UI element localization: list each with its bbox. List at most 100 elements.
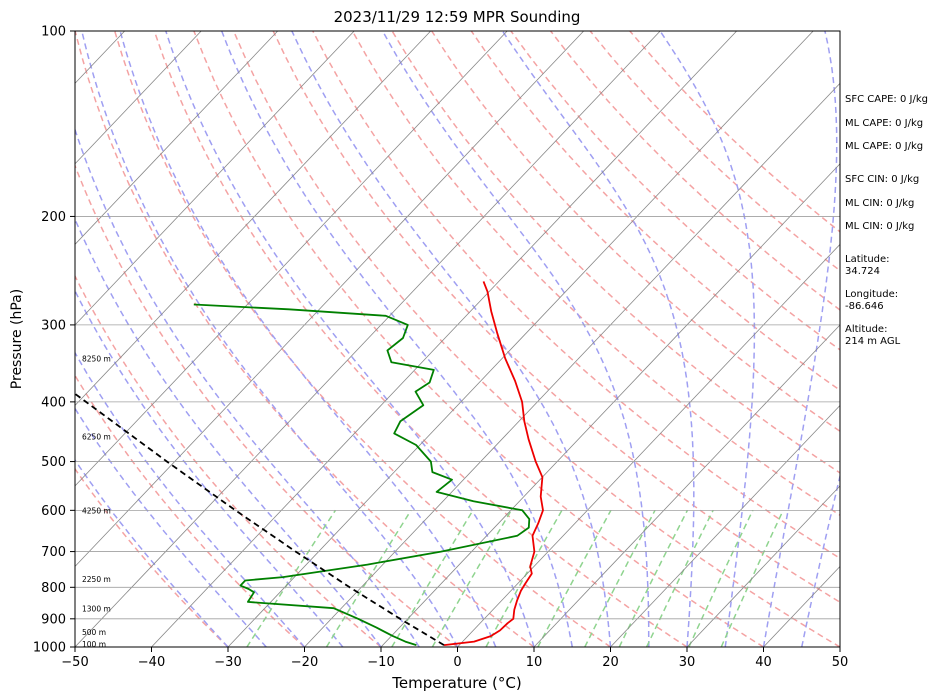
x-tick-label: 40 <box>755 655 772 670</box>
y-tick-label: 300 <box>41 318 66 333</box>
mixing-ratio-line <box>485 509 563 647</box>
plot-area <box>75 31 840 647</box>
dry-adiabat-line <box>75 467 229 647</box>
moist-adiabat-line <box>501 31 695 647</box>
height-label: 1300 m <box>82 605 111 614</box>
y-axis-label: Pressure (hPa) <box>9 289 25 389</box>
isotherm-line <box>75 31 508 487</box>
dry-adiabat-line <box>351 31 840 517</box>
x-tick-label: 50 <box>832 655 849 670</box>
isotherm-line <box>227 31 814 647</box>
x-tick-label: −40 <box>138 655 165 670</box>
dry-adiabat-line <box>470 31 840 392</box>
ml-cape-text-2: ML CAPE: 0 J/kg <box>845 141 923 152</box>
height-label: 100 m <box>82 640 106 649</box>
height-label: 500 m <box>82 628 106 637</box>
moist-adiabat-line <box>75 289 344 647</box>
dry-adiabat-line <box>113 31 611 647</box>
x-axis-ticks: −50 −40 −30 −20 −10 0 10 20 30 40 50 <box>61 647 848 670</box>
moist-adiabat-line <box>165 31 535 647</box>
dewpoint-profile-line <box>193 303 531 646</box>
dry-adiabat-line <box>232 31 840 647</box>
parcel-profile-line <box>75 392 445 646</box>
y-tick-label: 500 <box>41 455 66 470</box>
moist-adiabat-line <box>381 31 650 647</box>
height-label: 4250 m <box>82 506 111 515</box>
x-tick-label: −10 <box>367 655 394 670</box>
sounding-lines <box>75 281 544 646</box>
longitude-value: -86.646 <box>845 301 884 312</box>
mixing-ratio-line <box>645 509 714 647</box>
longitude-label: Longitude: <box>845 289 898 300</box>
dry-adiabat-line <box>193 31 764 647</box>
temperature-profile-line <box>443 281 544 646</box>
isotherm-line <box>610 404 840 647</box>
isotherm-line <box>533 324 840 647</box>
y-tick-label: 200 <box>41 210 66 225</box>
x-axis-label: Temperature (°C) <box>391 674 521 692</box>
mixing-ratio-line <box>391 509 474 647</box>
sounding-info-panel: SFC CAPE: 0 J/kg ML CAPE: 0 J/kg ML CAPE… <box>845 94 928 347</box>
moist-adiabat-line <box>762 31 838 647</box>
moist-adiabat-line <box>75 217 382 647</box>
ml-cin-text: ML CIN: 0 J/kg <box>845 198 914 209</box>
isotherm-line <box>75 31 584 568</box>
chart-title: 2023/11/29 12:59 MPR Sounding <box>334 8 581 26</box>
x-tick-label: 20 <box>602 655 619 670</box>
moist-adiabat-line <box>659 31 756 647</box>
latitude-value: 34.724 <box>845 266 880 277</box>
moist-adiabat-line <box>801 473 840 647</box>
moist-adiabat-line <box>75 127 420 647</box>
height-labels: 100 m 500 m 1300 m 2250 m 4250 m 6250 m 8250 m <box>82 354 111 648</box>
x-tick-label: 10 <box>526 655 543 670</box>
moist-adiabat-line <box>221 31 574 647</box>
isotherm-line <box>304 82 840 647</box>
height-label: 8250 m <box>82 354 111 363</box>
mixing-ratio-line <box>584 509 656 647</box>
dry-adiabat-line <box>272 31 840 604</box>
sfc-cape-text: SFC CAPE: 0 J/kg <box>845 94 928 105</box>
isotherm-line <box>151 31 737 647</box>
moist-adiabat-line <box>75 351 306 647</box>
moist-adiabat-line <box>75 407 267 647</box>
mixing-ratio-line <box>537 509 612 647</box>
dry-adiabat-line <box>153 31 688 647</box>
height-label: 6250 m <box>82 432 111 441</box>
y-tick-label: 700 <box>41 545 66 560</box>
dry-adiabat-line <box>75 163 458 647</box>
altitude-label: Altitude: <box>845 324 887 335</box>
dry-adiabat-line <box>431 31 840 433</box>
y-tick-label: 400 <box>41 395 66 410</box>
ml-cape-text: ML CAPE: 0 J/kg <box>845 118 923 129</box>
dry-adiabat-line <box>391 31 840 474</box>
y-tick-label: 900 <box>41 612 66 627</box>
isotherm-line <box>457 243 840 647</box>
sfc-cin-text: SFC CIN: 0 J/kg <box>845 174 919 185</box>
isotherm-line <box>75 31 202 165</box>
height-label: 2250 m <box>82 575 111 584</box>
dry-adiabat-line <box>312 31 840 560</box>
y-tick-label: 100 <box>41 25 66 40</box>
moist-adiabat-line <box>81 31 459 647</box>
background-lines <box>75 31 840 647</box>
y-tick-label: 1000 <box>33 641 66 656</box>
isotherm-line <box>75 31 431 407</box>
y-tick-label: 600 <box>41 504 66 519</box>
y-tick-label: 800 <box>41 581 66 596</box>
altitude-value: 214 m AGL <box>845 336 901 347</box>
y-axis-ticks: 100 200 300 400 500 600 700 800 900 1000 <box>33 25 75 656</box>
x-tick-label: 0 <box>453 655 461 670</box>
moist-adiabat-line <box>291 31 612 647</box>
x-tick-label: −30 <box>214 655 241 670</box>
x-tick-label: −50 <box>61 655 88 670</box>
isotherm-line <box>686 485 840 647</box>
dry-adiabat-line <box>75 31 535 647</box>
x-tick-label: 30 <box>679 655 696 670</box>
isotherm-line <box>75 31 278 245</box>
x-tick-label: −20 <box>291 655 318 670</box>
dry-adiabat-line <box>510 31 840 351</box>
ml-cin-text-2: ML CIN: 0 J/kg <box>845 221 914 232</box>
latitude-label: Latitude: <box>845 254 890 265</box>
isotherm-line <box>75 31 661 647</box>
